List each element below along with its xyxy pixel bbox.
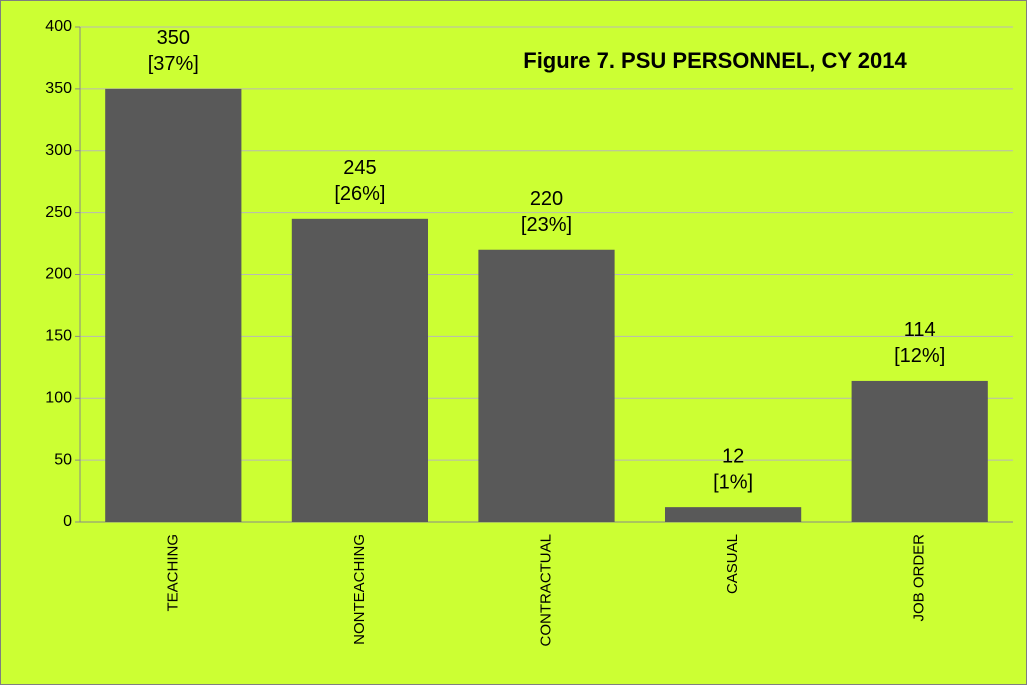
percent-label: [12%]	[894, 345, 945, 367]
y-tick-label: 250	[45, 204, 72, 221]
value-label: 350	[157, 27, 190, 49]
y-tick-label: 50	[54, 451, 72, 468]
y-tick-label: 150	[45, 328, 72, 345]
value-label: 245	[343, 157, 376, 179]
y-tick-label: 0	[63, 513, 72, 530]
y-tick-label: 300	[45, 142, 72, 159]
value-label: 114	[904, 319, 936, 341]
value-label: 220	[530, 188, 563, 210]
x-tick-label: NONTEACHING	[351, 534, 368, 645]
y-tick-label: 200	[45, 266, 72, 283]
y-tick-label: 100	[45, 389, 72, 406]
bar	[478, 249, 615, 522]
bar	[105, 88, 242, 522]
x-tick-label: TEACHING	[164, 534, 181, 612]
bar	[664, 507, 802, 522]
x-tick-label: JOB ORDER	[911, 534, 928, 622]
chart-title: Figure 7. PSU PERSONNEL, CY 2014	[523, 48, 907, 73]
value-label: 12	[722, 445, 744, 467]
x-tick-label: CASUAL	[724, 534, 741, 594]
y-tick-label: 400	[45, 18, 72, 35]
x-tick-label: CONTRACTUAL	[537, 534, 554, 647]
percent-label: [26%]	[334, 183, 385, 205]
percent-label: [1%]	[713, 471, 753, 493]
bar	[291, 218, 429, 522]
percent-label: [23%]	[521, 214, 572, 236]
y-tick-label: 350	[45, 80, 72, 97]
percent-label: [37%]	[148, 53, 199, 75]
bar	[851, 380, 988, 522]
